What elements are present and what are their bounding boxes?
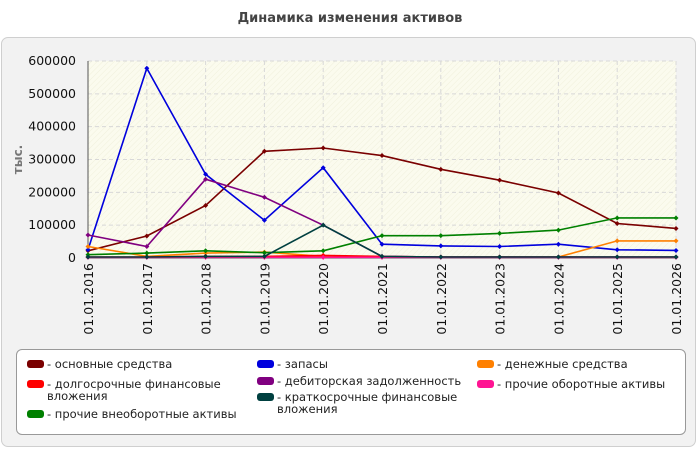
y-tick-label: 100000: [28, 217, 76, 232]
chart-legend: - основные средства - запасы - денежные ср…: [16, 349, 686, 435]
y-tick-label: 600000: [28, 53, 76, 68]
legend-item: - дебиторская задолженность: [257, 375, 472, 387]
x-tick-label: 01.01.2023: [493, 263, 508, 335]
y-tick-label: 300000: [28, 152, 76, 167]
legend-item: - денежные средства: [477, 358, 677, 370]
data-point: [614, 221, 620, 227]
data-point: [497, 244, 503, 250]
data-point: [673, 225, 679, 231]
data-point: [144, 250, 150, 256]
legend-label: - основные средства: [47, 357, 173, 371]
data-point: [261, 253, 267, 259]
legend-label: - прочие оборотные активы: [497, 377, 666, 391]
data-point: [261, 250, 267, 256]
legend-label: - долгосрочные финансовые вложения: [47, 377, 221, 403]
legend-item: - долгосрочные финансовые вложения: [27, 378, 242, 402]
data-point: [144, 254, 150, 260]
data-point: [673, 238, 679, 244]
data-point: [379, 253, 385, 259]
legend-label: - краткосрочные финансовые вложения: [277, 390, 458, 416]
legend-swatch: [257, 360, 274, 368]
legend-item: - основные средства: [27, 358, 242, 370]
legend-label: - дебиторская задолженность: [277, 374, 462, 388]
legend-item: - прочие оборотные активы: [477, 378, 677, 390]
x-tick-label: 01.01.2016: [81, 263, 96, 335]
data-point: [438, 254, 444, 260]
x-tick-label: 01.01.2025: [610, 263, 625, 335]
data-point: [379, 233, 385, 239]
data-point: [614, 238, 620, 244]
data-point: [614, 215, 620, 221]
x-tick-label: 01.01.2021: [375, 263, 390, 335]
data-point: [614, 247, 620, 253]
data-point: [379, 153, 385, 159]
data-point: [85, 254, 91, 260]
x-tick-label: 01.01.2022: [434, 263, 449, 335]
legend-swatch: [477, 380, 494, 388]
legend-swatch: [27, 410, 44, 418]
data-point: [203, 248, 209, 254]
data-point: [85, 244, 91, 250]
legend-swatch: [257, 393, 274, 401]
data-point: [320, 248, 326, 254]
data-point: [497, 177, 503, 183]
data-point: [320, 222, 326, 228]
data-point: [555, 241, 561, 247]
data-point: [673, 215, 679, 221]
data-point: [673, 247, 679, 253]
data-point: [144, 65, 150, 71]
y-tick-label: 200000: [28, 184, 76, 199]
data-point: [438, 166, 444, 172]
chart-title: Динамика изменения активов: [237, 11, 463, 26]
legend-label: - запасы: [277, 357, 328, 371]
legend-item: - краткосрочные финансовые вложения: [257, 391, 472, 415]
x-tick-label: 01.01.2017: [140, 263, 155, 335]
data-point: [203, 171, 209, 177]
data-point: [85, 247, 91, 253]
data-point: [673, 254, 679, 260]
legend-swatch: [477, 360, 494, 368]
data-point: [438, 233, 444, 239]
data-point: [203, 202, 209, 208]
data-point: [555, 190, 561, 196]
legend-label: - денежные средства: [497, 357, 628, 371]
x-tick-label: 01.01.2020: [316, 263, 331, 335]
y-axis-label: тыс.: [11, 145, 25, 174]
data-point: [320, 145, 326, 151]
data-point: [203, 253, 209, 259]
x-tick-label: 01.01.2026: [669, 263, 684, 335]
legend-item: - запасы: [257, 358, 472, 370]
y-tick-label: 500000: [28, 86, 76, 101]
data-point: [261, 217, 267, 223]
x-tick-label: 01.01.2018: [199, 263, 214, 335]
data-point: [203, 176, 209, 182]
data-point: [144, 244, 150, 250]
x-tick-label: 01.01.2019: [257, 263, 272, 335]
legend-swatch: [27, 380, 44, 388]
data-point: [144, 233, 150, 239]
y-tick-label: 0: [68, 250, 76, 265]
legend-label: - прочие внеоборотные активы: [47, 407, 237, 421]
data-point: [497, 230, 503, 236]
data-point: [614, 254, 620, 260]
legend-swatch: [27, 360, 44, 368]
legend-swatch: [257, 377, 274, 385]
y-tick-label: 400000: [28, 119, 76, 134]
x-tick-label: 01.01.2024: [551, 263, 566, 335]
data-point: [438, 243, 444, 249]
data-point: [320, 165, 326, 171]
data-point: [497, 254, 503, 260]
data-point: [85, 232, 91, 238]
legend-item: - прочие внеоборотные активы: [27, 408, 242, 420]
data-point: [261, 194, 267, 200]
data-point: [555, 254, 561, 260]
data-point: [379, 241, 385, 247]
data-point: [261, 148, 267, 154]
data-point: [555, 227, 561, 233]
data-point: [320, 254, 326, 260]
